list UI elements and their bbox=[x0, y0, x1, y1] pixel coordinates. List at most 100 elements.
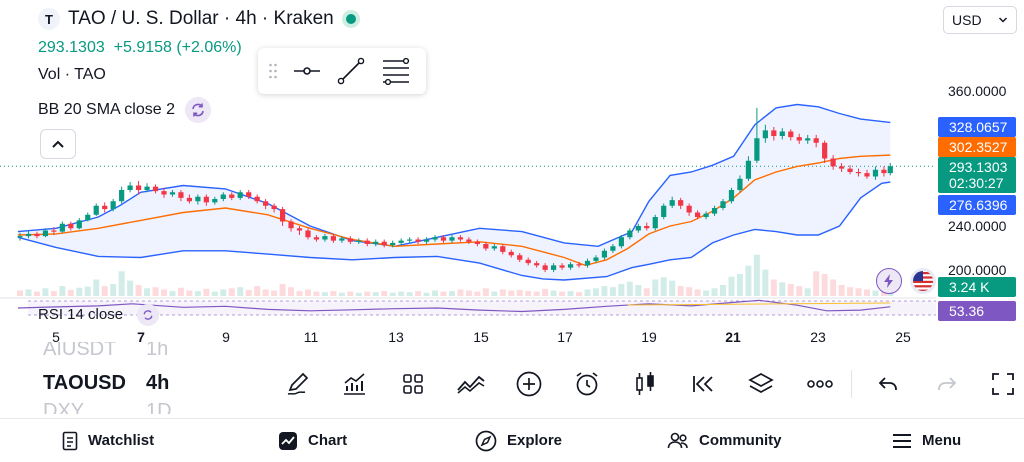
candle bbox=[525, 257, 531, 266]
candle-body bbox=[229, 194, 235, 198]
volume-bar bbox=[508, 290, 515, 296]
volume-bar bbox=[762, 269, 769, 296]
candle bbox=[576, 262, 582, 268]
candle bbox=[296, 226, 303, 235]
volume-bar bbox=[127, 280, 134, 296]
last-price-value: 293.1303 bbox=[949, 159, 1008, 175]
candle-body bbox=[711, 208, 718, 214]
price-change: 293.1303 +5.9158 (+2.06%) bbox=[38, 39, 242, 56]
nav-menu[interactable]: Menu bbox=[892, 419, 961, 462]
community-icon bbox=[667, 432, 688, 448]
candles-icon[interactable] bbox=[627, 364, 663, 404]
volume-bar bbox=[694, 289, 701, 296]
volume-bar bbox=[482, 288, 489, 296]
candle-body bbox=[263, 201, 269, 206]
grid-icon[interactable] bbox=[395, 364, 431, 404]
candle bbox=[381, 239, 387, 248]
candle-body bbox=[584, 260, 591, 266]
volume-bar bbox=[262, 289, 269, 296]
candle-body bbox=[119, 190, 125, 202]
indicators-icon[interactable] bbox=[336, 364, 372, 404]
candle bbox=[127, 182, 133, 193]
price-label-360: 360.0000 bbox=[948, 83, 1007, 99]
candle bbox=[373, 239, 379, 247]
symbol-name: DXY bbox=[43, 400, 85, 414]
rsi-legend[interactable]: RSI 14 close bbox=[38, 306, 124, 323]
candle-body bbox=[423, 239, 430, 242]
volume-bar bbox=[423, 292, 430, 296]
nav-community[interactable]: Community bbox=[667, 419, 782, 462]
nav-label: Watchlist bbox=[88, 432, 155, 449]
volume-bar bbox=[304, 289, 311, 296]
candle-body bbox=[593, 257, 599, 261]
chart-svg[interactable] bbox=[0, 0, 1024, 345]
fullscreen-icon[interactable] bbox=[985, 364, 1021, 404]
nav-chart[interactable]: Chart bbox=[278, 419, 347, 462]
more-icon[interactable] bbox=[802, 364, 838, 404]
upper-band-tag: 328.0657 bbox=[938, 117, 1016, 137]
candle bbox=[212, 196, 218, 205]
candle bbox=[263, 199, 269, 210]
candle-body bbox=[491, 246, 497, 249]
plus-circle-icon[interactable] bbox=[511, 364, 547, 404]
volume-legend[interactable]: Vol · TAO bbox=[38, 66, 106, 83]
candle bbox=[449, 235, 455, 243]
lightning-icon[interactable] bbox=[876, 268, 902, 294]
volume-bar bbox=[144, 288, 151, 296]
volume-bar bbox=[432, 290, 439, 296]
volume-bar bbox=[313, 291, 320, 296]
trend-line-tool-icon[interactable] bbox=[336, 56, 366, 86]
candle bbox=[644, 222, 650, 231]
candle bbox=[415, 237, 421, 244]
drag-handle-icon[interactable] bbox=[268, 62, 278, 80]
collapse-legend-button[interactable] bbox=[40, 129, 76, 159]
fib-retracement-tool-icon[interactable] bbox=[380, 57, 412, 85]
candle-body bbox=[407, 239, 413, 241]
undo-icon[interactable] bbox=[870, 364, 906, 404]
symbol-picker[interactable]: AIUSDT 1h TAOUSD 4h DXY 1D bbox=[43, 342, 183, 414]
volume-bar bbox=[499, 289, 506, 296]
volume-bar bbox=[25, 289, 32, 296]
floating-drawing-toolbar[interactable] bbox=[258, 48, 426, 94]
candle-body bbox=[635, 226, 641, 231]
candle bbox=[178, 190, 184, 202]
bollinger-band-fill bbox=[17, 104, 891, 280]
replay-icon[interactable] bbox=[685, 364, 721, 404]
candle bbox=[745, 156, 752, 181]
candle bbox=[635, 223, 641, 233]
volume-bar bbox=[830, 279, 837, 296]
pencil-icon[interactable] bbox=[280, 364, 316, 404]
volume-bar bbox=[355, 292, 362, 296]
candle bbox=[466, 237, 472, 244]
layers-icon[interactable] bbox=[743, 364, 779, 404]
candle bbox=[161, 187, 167, 198]
candle bbox=[42, 228, 49, 238]
currency-select[interactable]: USD bbox=[943, 6, 1017, 34]
candle bbox=[339, 236, 345, 243]
chevron-down-icon bbox=[998, 17, 1008, 23]
x-tick: 25 bbox=[895, 329, 911, 345]
candle-body bbox=[42, 230, 49, 237]
refresh-icon[interactable] bbox=[184, 97, 211, 123]
redo-icon[interactable] bbox=[929, 364, 965, 404]
candle bbox=[491, 244, 497, 251]
volume-bar bbox=[415, 291, 422, 296]
candle-body bbox=[517, 255, 523, 260]
candle bbox=[17, 232, 23, 241]
tao-logo-icon: T bbox=[38, 8, 60, 30]
chart-legend-title[interactable]: T TAO / U. S. Dollar · 4h · Kraken bbox=[38, 8, 360, 30]
candle-body bbox=[220, 194, 226, 199]
symbol-interval: 1h bbox=[146, 342, 169, 360]
compare-icon[interactable] bbox=[453, 364, 489, 404]
bollinger-legend[interactable]: BB 20 SMA close 2 bbox=[38, 97, 211, 123]
nav-explore[interactable]: Explore bbox=[475, 419, 562, 462]
alarm-icon[interactable] bbox=[569, 364, 605, 404]
candle bbox=[584, 258, 591, 268]
symbol-name: AIUSDT bbox=[43, 342, 117, 360]
nav-watchlist[interactable]: Watchlist bbox=[62, 419, 154, 462]
candle bbox=[728, 187, 735, 204]
volume-bar bbox=[59, 286, 66, 296]
candle bbox=[169, 190, 176, 197]
horizontal-line-tool-icon[interactable] bbox=[292, 59, 322, 83]
rsi-refresh-icon[interactable] bbox=[137, 304, 159, 326]
